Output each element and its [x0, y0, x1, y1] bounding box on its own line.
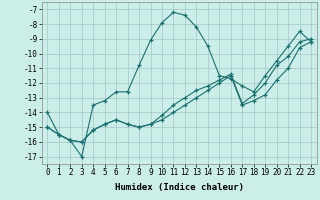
X-axis label: Humidex (Indice chaleur): Humidex (Indice chaleur) — [115, 183, 244, 192]
